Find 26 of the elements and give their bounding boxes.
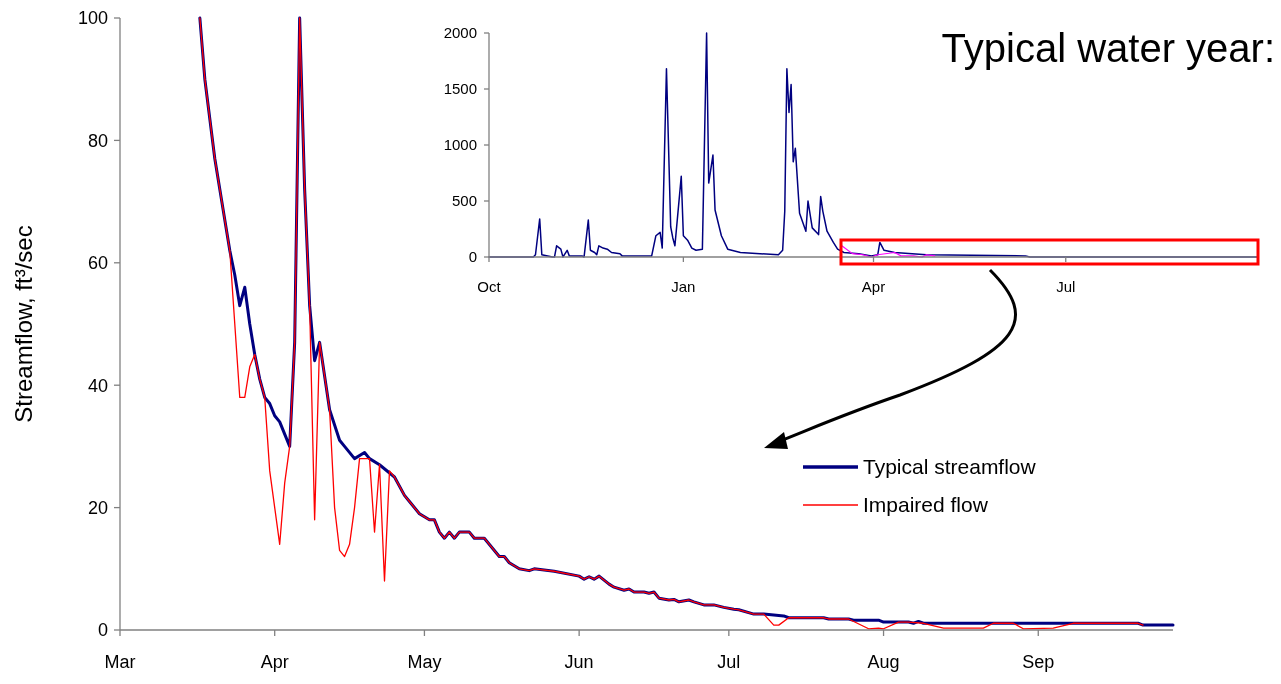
x-tick-label: Mar [104,652,136,672]
legend-label: Typical streamflow [863,455,1037,478]
y-tick-label: 0 [468,248,477,266]
x-tick-label: Jan [671,278,696,295]
y-tick-label: 0 [97,620,108,641]
y-tick-label: 2000 [443,24,477,42]
y-tick-label: 80 [87,130,108,151]
x-tick-label: Sep [1022,652,1055,672]
x-tick-label: Aug [867,652,900,672]
y-tick-label: 40 [87,375,108,396]
y-tick-label: 1000 [443,136,477,154]
chart-title: Typical water year: [941,26,1275,70]
x-tick-label: Apr [861,278,886,295]
x-tick-label: Oct [477,278,502,295]
y-tick-label: 60 [87,253,108,274]
x-tick-label: Jul [717,652,741,672]
x-tick-label: Jun [564,652,594,672]
x-tick-label: Apr [260,652,289,672]
legend-label: Impaired flow [863,493,989,516]
y-tick-label: 500 [451,192,477,210]
y-tick-label: 1500 [443,80,477,98]
x-tick-label: Jul [1056,278,1076,295]
y-axis-title: Streamflow, ft³/sec [10,225,37,423]
y-tick-label: 100 [77,8,108,29]
x-tick-label: May [407,652,442,672]
y-tick-label: 20 [87,497,108,518]
